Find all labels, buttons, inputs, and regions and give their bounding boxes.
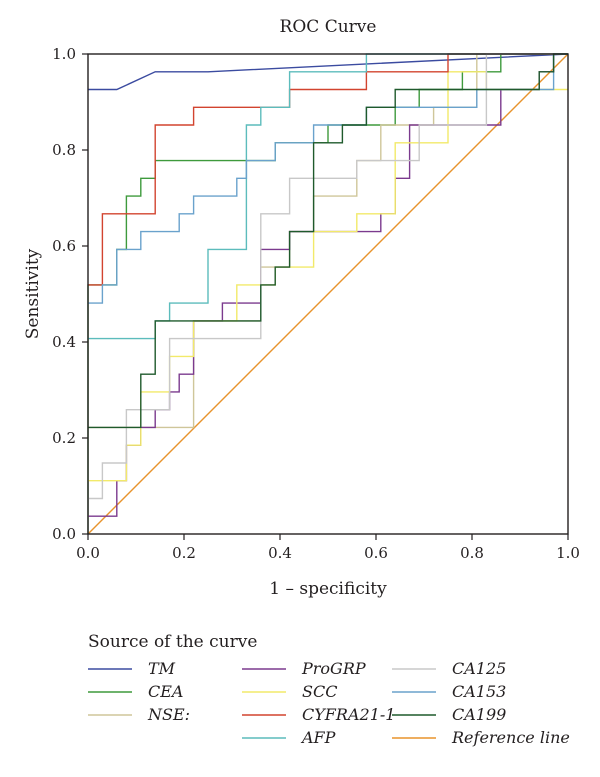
- legend-label: CA153: [452, 682, 506, 701]
- legend-label: ProGRP: [301, 659, 366, 678]
- legend-label: AFP: [300, 728, 336, 747]
- y-tick-label: 1.0: [52, 45, 76, 63]
- series-line-nse: [88, 53, 568, 429]
- legend-item-afp: AFP: [242, 728, 336, 747]
- x-tick-label: 0.4: [268, 544, 292, 562]
- y-tick-label: 0.2: [52, 429, 76, 447]
- series-line-ca125: [87, 53, 568, 534]
- x-axis-label: 1 – specificity: [269, 579, 387, 599]
- x-tick-label: 0.6: [364, 544, 388, 562]
- x-tick-label: 0.0: [76, 544, 100, 562]
- legend-item-ca153: CA153: [392, 682, 506, 701]
- y-tick-label: 0.0: [52, 525, 76, 543]
- legend-label: TM: [148, 659, 176, 678]
- plot-frame: [87, 53, 569, 535]
- legend: TM CEA NSE: ProGRP SCC CYFRA21-1 AFP CA125 CA153…: [88, 659, 570, 747]
- x-tick-label: 0.2: [172, 544, 196, 562]
- legend-item-scc: SCC: [242, 682, 337, 701]
- series-line-progrp: [88, 53, 568, 517]
- series-line-cyfra21-1: [88, 53, 568, 286]
- legend-item-tm: TM: [88, 659, 176, 678]
- legend-item-cea: CEA: [88, 682, 183, 701]
- series-line-ca199: [88, 53, 568, 429]
- y-axis-label: Sensitivity: [23, 248, 43, 339]
- x-tick-label: 1.0: [556, 544, 580, 562]
- x-axis-ticks: 0.0 0.2 0.4 0.6 0.8 1.0: [76, 534, 580, 562]
- legend-item-ca125: CA125: [392, 659, 506, 678]
- legend-item-progrp: ProGRP: [242, 659, 366, 678]
- legend-label: CYFRA21-1: [302, 705, 395, 724]
- legend-label: CA199: [452, 705, 506, 724]
- legend-label: CA125: [452, 659, 506, 678]
- series-line-tm: [88, 53, 569, 91]
- series-line-reference-line: [87, 53, 569, 535]
- legend-item-ca199: CA199: [392, 705, 506, 724]
- legend-item-reference-line: Reference line: [392, 728, 570, 747]
- x-tick-label: 0.8: [460, 544, 484, 562]
- y-tick-label: 0.4: [52, 333, 76, 351]
- y-axis-ticks: 0.0 0.2 0.4 0.6 0.8 1.0: [52, 45, 88, 543]
- series-line-ca153: [88, 53, 568, 304]
- y-tick-label: 0.6: [52, 237, 76, 255]
- y-tick-label: 0.8: [52, 141, 76, 159]
- legend-label: Reference line: [451, 728, 570, 747]
- legend-title: Source of the curve: [88, 632, 257, 652]
- chart-title: ROC Curve: [280, 17, 377, 37]
- legend-item-cyfra21-1: CYFRA21-1: [242, 705, 395, 724]
- legend-label: NSE:: [147, 705, 190, 724]
- legend-label: CEA: [148, 682, 183, 701]
- plot-lines: [87, 53, 569, 535]
- legend-item-nse: NSE:: [88, 705, 190, 724]
- legend-label: SCC: [302, 682, 337, 701]
